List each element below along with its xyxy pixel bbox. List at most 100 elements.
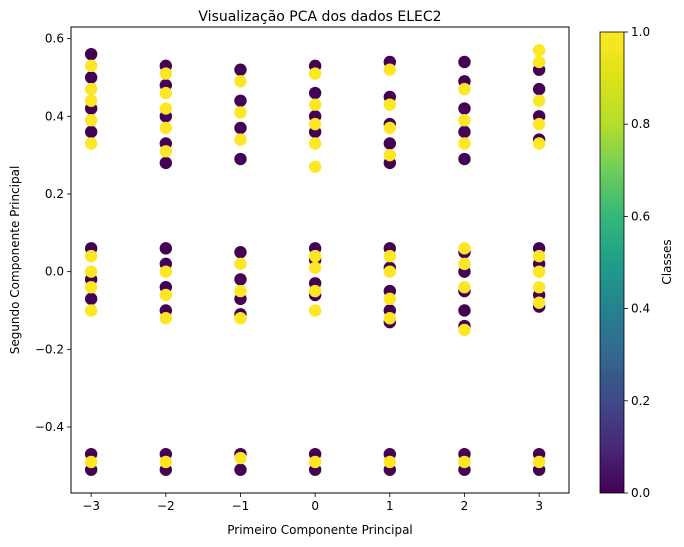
scatter-point-class-1 xyxy=(458,114,471,127)
scatter-point-class-0 xyxy=(234,246,247,259)
scatter-point-class-1 xyxy=(532,280,546,294)
scatter-point-class-1 xyxy=(383,292,397,306)
scatter-point-class-0 xyxy=(308,86,322,100)
colorbar-tick-label: 0.8 xyxy=(631,117,650,131)
colorbar-tick-label: 0.6 xyxy=(631,209,650,223)
scatter-point-class-1 xyxy=(383,312,397,325)
scatter-point-class-1 xyxy=(308,284,322,298)
x-tick-label: 0 xyxy=(311,499,319,513)
y-axis-ticks: −0.4 −0.2 0.0 0.2 0.4 0.6 xyxy=(35,32,71,434)
scatter-point-class-1 xyxy=(159,455,173,469)
scatter-point-class-0 xyxy=(458,125,471,139)
scatter-point-class-0 xyxy=(458,102,471,115)
x-axis-ticks: −3 −2 −1 0 1 2 3 xyxy=(82,493,543,513)
scatter-point-class-1 xyxy=(159,102,173,115)
scatter-point-class-1 xyxy=(84,455,98,469)
scatter-point-class-1 xyxy=(458,280,471,294)
scatter-point-class-0 xyxy=(532,82,546,96)
scatter-point-class-0 xyxy=(234,121,247,135)
scatter-point-class-1 xyxy=(458,323,471,337)
scatter-point-class-1 xyxy=(159,67,173,80)
scatter-point-class-1 xyxy=(234,284,247,298)
scatter-points xyxy=(84,44,546,476)
scatter-point-class-1 xyxy=(532,296,546,309)
scatter-point-class-1 xyxy=(532,44,546,57)
scatter-point-class-1 xyxy=(84,280,98,294)
colorbar-tick-label: 1.0 xyxy=(631,25,650,39)
colorbar-ticks: 0.0 0.2 0.4 0.6 0.8 1.0 xyxy=(624,25,650,500)
scatter-point-class-1 xyxy=(308,455,322,469)
scatter-point-class-1 xyxy=(532,455,546,469)
scatter-point-class-1 xyxy=(234,257,247,271)
scatter-point-class-1 xyxy=(308,160,322,173)
scatter-point-class-1 xyxy=(458,242,471,255)
x-tick-label: 2 xyxy=(461,499,469,513)
scatter-point-class-0 xyxy=(234,463,247,476)
scatter-point-class-1 xyxy=(234,312,247,325)
scatter-point-class-0 xyxy=(234,273,247,286)
scatter-point-class-1 xyxy=(458,455,471,469)
scatter-point-class-1 xyxy=(308,261,322,274)
scatter-point-class-1 xyxy=(308,137,322,150)
y-tick-label: 0.6 xyxy=(45,32,64,46)
x-tick-label: −1 xyxy=(232,499,250,513)
scatter-point-class-1 xyxy=(383,98,397,111)
scatter-point-class-1 xyxy=(458,257,471,271)
scatter-point-class-0 xyxy=(84,71,98,84)
scatter-point-class-0 xyxy=(458,55,471,69)
scatter-point-class-0 xyxy=(234,152,247,166)
scatter-point-class-0 xyxy=(159,242,173,255)
scatter-point-class-0 xyxy=(234,94,247,107)
scatter-point-class-1 xyxy=(84,249,98,263)
scatter-point-class-0 xyxy=(458,152,471,166)
plot-frame xyxy=(70,26,570,494)
scatter-point-class-1 xyxy=(159,312,173,325)
scatter-point-class-1 xyxy=(84,82,98,96)
scatter-point-class-0 xyxy=(234,63,247,76)
scatter-point-class-1 xyxy=(383,63,397,76)
scatter-point-class-1 xyxy=(383,265,397,278)
scatter-point-class-1 xyxy=(532,94,546,107)
colorbar-tick-label: 0.4 xyxy=(631,302,650,316)
scatter-point-class-0 xyxy=(84,47,98,61)
scatter-point-class-1 xyxy=(234,106,247,119)
chart-title: Visualização PCA dos dados ELEC2 xyxy=(198,9,441,25)
scatter-point-class-1 xyxy=(159,288,173,302)
colorbar xyxy=(599,31,625,494)
colorbar-label: Classes xyxy=(660,239,674,284)
x-tick-label: −3 xyxy=(82,499,100,513)
scatter-point-class-1 xyxy=(84,59,98,73)
scatter-point-class-1 xyxy=(84,94,98,107)
scatter-point-class-1 xyxy=(458,82,471,96)
y-axis-label: Segundo Componente Principal xyxy=(8,166,22,355)
x-tick-label: 3 xyxy=(535,499,543,513)
x-tick-label: −2 xyxy=(157,499,175,513)
scatter-point-class-0 xyxy=(84,292,98,306)
scatter-point-class-1 xyxy=(234,133,247,146)
scatter-point-class-1 xyxy=(159,86,173,100)
scatter-point-class-1 xyxy=(458,137,471,150)
scatter-point-class-1 xyxy=(308,304,322,317)
scatter-point-class-1 xyxy=(308,249,322,263)
scatter-point-class-1 xyxy=(383,148,397,162)
scatter-point-class-1 xyxy=(532,265,546,278)
scatter-point-class-1 xyxy=(84,265,98,278)
scatter-point-class-1 xyxy=(383,121,397,135)
y-tick-label: −0.2 xyxy=(35,342,64,356)
scatter-point-class-1 xyxy=(159,121,173,135)
scatter-point-class-1 xyxy=(234,451,247,465)
y-tick-label: 0.0 xyxy=(45,265,64,279)
scatter-point-class-1 xyxy=(532,137,546,150)
scatter-point-class-0 xyxy=(84,125,98,139)
scatter-point-class-1 xyxy=(532,117,546,131)
y-tick-label: 0.2 xyxy=(45,187,64,201)
scatter-point-class-1 xyxy=(532,55,546,69)
scatter-point-class-1 xyxy=(308,117,322,131)
scatter-point-class-1 xyxy=(383,249,397,263)
scatter-point-class-0 xyxy=(458,304,471,317)
colorbar-tick-label: 0.0 xyxy=(631,486,650,500)
scatter-point-class-1 xyxy=(234,75,247,88)
scatter-point-class-0 xyxy=(383,137,397,150)
scatter-point-class-1 xyxy=(159,265,173,278)
